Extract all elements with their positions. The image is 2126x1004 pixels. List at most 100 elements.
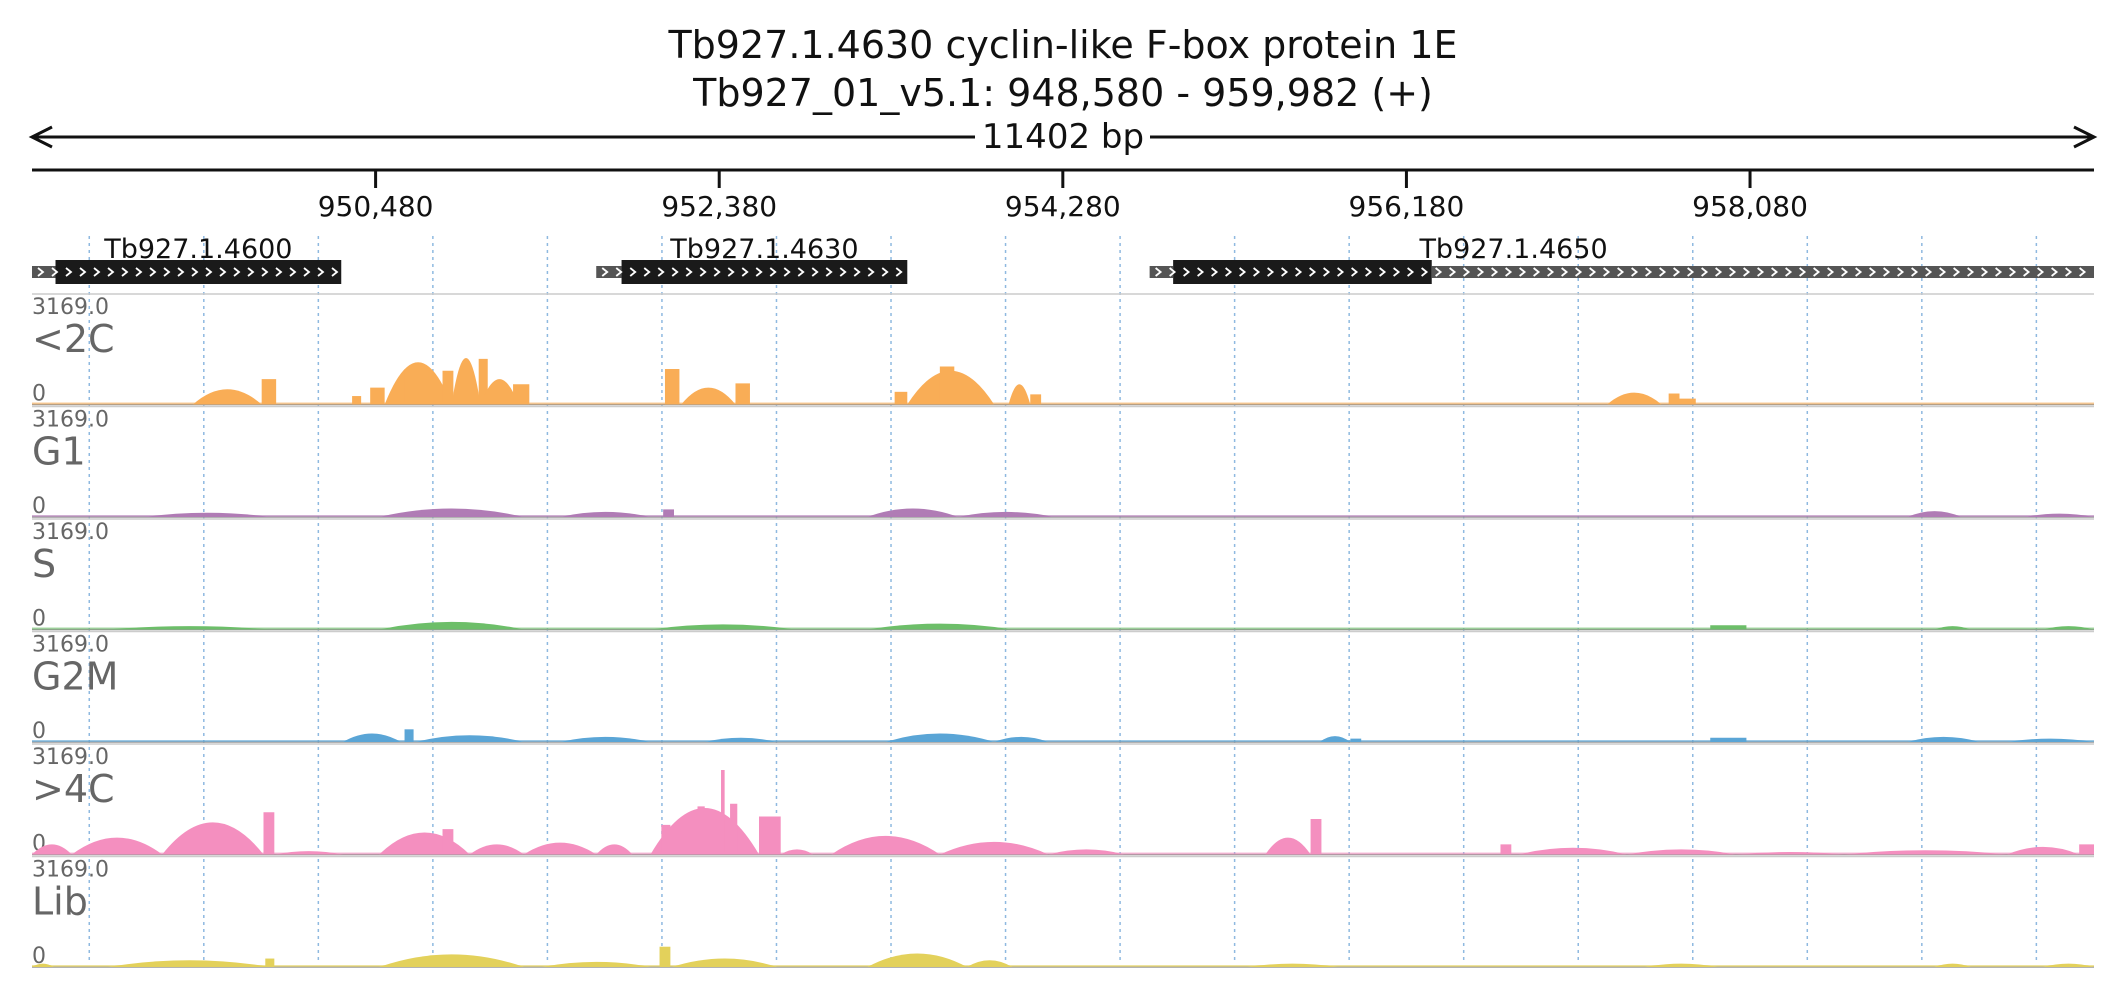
coverage-peak — [1310, 819, 1322, 855]
gene-strand-chevron-icon — [37, 267, 45, 277]
gene-strand-chevron-icon — [1855, 267, 1863, 277]
span-arrow-right-icon — [2073, 125, 2098, 149]
axis-tick-label-1: 952,380 — [661, 190, 777, 223]
gene-strand-chevron-icon — [1281, 267, 1289, 277]
gene-strand-chevron-icon — [1785, 267, 1793, 277]
gene-strand-chevron-icon — [1519, 267, 1527, 277]
gene-strand-chevron-icon — [1589, 267, 1597, 277]
gene-strand-chevron-icon — [2079, 267, 2087, 277]
coverage-peak — [261, 379, 277, 405]
track-ymax-label-0: 3169.0 — [32, 295, 109, 320]
gene-label-2: Tb927.1.4650 — [1418, 234, 1607, 265]
gene-strand-chevron-icon — [79, 267, 87, 277]
coverage-peak — [939, 841, 1049, 855]
coverage-peak — [513, 384, 530, 405]
track-ymax-label-5: 3169.0 — [32, 858, 109, 883]
track-4: 3169.00>4C — [32, 743, 2094, 857]
gene-strand-chevron-icon — [1575, 267, 1583, 277]
gene-strand-chevron-icon — [629, 267, 637, 277]
track-ymin-label-1: 0 — [32, 494, 46, 519]
gene-strand-chevron-icon — [1225, 267, 1233, 277]
gene-strand-chevron-icon — [1967, 267, 1975, 277]
gene-strand-chevron-icon — [331, 267, 339, 277]
gene-strand-chevron-icon — [1771, 267, 1779, 277]
gene-strand-chevron-icon — [303, 267, 311, 277]
coverage-peak — [162, 822, 264, 855]
gene-strand-chevron-icon — [1631, 267, 1639, 277]
gene-strand-chevron-icon — [1981, 267, 1989, 277]
coverage-peak — [659, 946, 671, 967]
coverage-peak — [735, 383, 750, 405]
coverage-peak — [1500, 844, 1512, 855]
coverage-peak — [664, 369, 680, 405]
gene-strand-chevron-icon — [1211, 267, 1219, 277]
gene-strand-chevron-icon — [219, 267, 227, 277]
gene-strand-chevron-icon — [1841, 267, 1849, 277]
gene-strand-chevron-icon — [1883, 267, 1891, 277]
track-ymin-label-2: 0 — [32, 607, 46, 632]
gene-strand-chevron-icon — [93, 267, 101, 277]
gene-strand-chevron-icon — [643, 267, 651, 277]
gene-strand-chevron-icon — [1673, 267, 1681, 277]
gene-strand-chevron-icon — [867, 267, 875, 277]
gene-strand-chevron-icon — [2065, 267, 2073, 277]
coverage-peak — [672, 958, 778, 967]
coverage-peak — [442, 829, 454, 855]
gene-strand-chevron-icon — [1351, 267, 1359, 277]
gene-strand-chevron-icon — [755, 267, 763, 277]
gene-strand-chevron-icon — [1925, 267, 1933, 277]
gene-strand-chevron-icon — [1169, 267, 1177, 277]
gene-title: Tb927.1.4630 cyclin-like F-box protein 1… — [667, 23, 1457, 67]
gene-label-0: Tb927.1.4600 — [103, 234, 292, 265]
gene-strand-chevron-icon — [1813, 267, 1821, 277]
axis-tick-label-4: 958,080 — [1692, 190, 1808, 223]
gene-strand-chevron-icon — [1995, 267, 2003, 277]
gene-strand-chevron-icon — [289, 267, 297, 277]
gene-strand-chevron-icon — [1309, 267, 1317, 277]
gene-strand-chevron-icon — [1491, 267, 1499, 277]
gene-strand-chevron-icon — [1449, 267, 1457, 277]
gene-strand-chevron-icon — [1477, 267, 1485, 277]
gene-strand-chevron-icon — [769, 267, 777, 277]
gene-strand-chevron-icon — [51, 267, 59, 277]
gene-strand-chevron-icon — [1407, 267, 1415, 277]
location-label: Tb927_01_v5.1: 948,580 - 959,982 (+) — [692, 71, 1433, 115]
gene-strand-chevron-icon — [191, 267, 199, 277]
track-0: 3169.0 0 <2C — [32, 293, 2094, 407]
gene-strand-chevron-icon — [1869, 267, 1877, 277]
gene-strand-chevron-icon — [783, 267, 791, 277]
gene-strand-chevron-icon — [1743, 267, 1751, 277]
track-name-3: G2M — [32, 655, 118, 699]
gene-strand-chevron-icon — [1267, 267, 1275, 277]
coverage-peak — [661, 824, 671, 855]
coverage-peak — [894, 391, 908, 405]
gene-strand-chevron-icon — [1463, 267, 1471, 277]
track-ymin-label-0: 0 — [32, 382, 46, 407]
coverage-peak — [730, 803, 738, 855]
gene-strand-chevron-icon — [1421, 267, 1429, 277]
track-2: 3169.0 0 S — [32, 518, 2094, 632]
gene-strand-chevron-icon — [1561, 267, 1569, 277]
track-ymin-label-5: 0 — [32, 944, 46, 969]
gene-strand-chevron-icon — [797, 267, 805, 277]
coverage-peak — [1668, 393, 1680, 405]
gene-utr5-1 — [596, 266, 622, 278]
gene-strand-chevron-icon — [107, 267, 115, 277]
gene-strand-chevron-icon — [135, 267, 143, 277]
gene-strand-chevron-icon — [1603, 267, 1611, 277]
coverage-baseline-fill-1 — [32, 515, 2094, 517]
coverage-peak — [442, 370, 454, 405]
gene-strand-chevron-icon — [601, 267, 609, 277]
track-ymax-label-1: 3169.0 — [32, 408, 109, 433]
coverage-tracks: 3169.00<2C3169.00G13169.00S3169.00G2M316… — [32, 293, 2094, 969]
gene-strand-chevron-icon — [741, 267, 749, 277]
coverage-peak — [379, 508, 524, 517]
gene-strand-chevron-icon — [685, 267, 693, 277]
span-arrow-left-icon — [28, 125, 53, 149]
coverage-baseline-fill-3 — [32, 740, 2094, 742]
coverage-peak — [867, 508, 958, 517]
coverage-peak — [379, 832, 470, 855]
gene-strand-chevron-icon — [233, 267, 241, 277]
coverage-peak — [2079, 844, 2094, 855]
coverage-peak — [831, 835, 940, 855]
